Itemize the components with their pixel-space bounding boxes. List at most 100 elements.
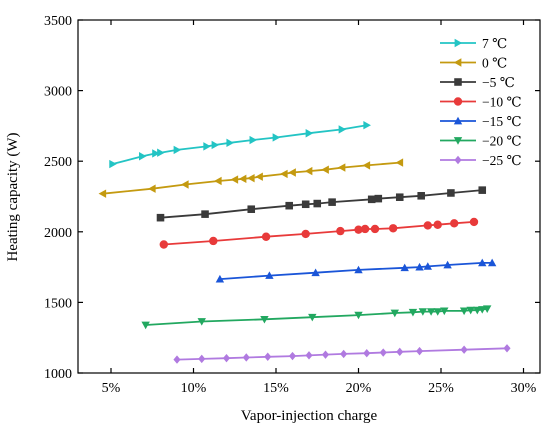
data-point-minus5-c xyxy=(247,205,256,213)
x-tick-label: 15% xyxy=(263,381,289,396)
data-point-minus25-c xyxy=(321,350,330,359)
data-point-minus20-c xyxy=(440,307,449,316)
legend-item-minus5-c: −5 ℃ xyxy=(440,75,515,90)
data-point-minus10-c xyxy=(301,229,310,239)
data-point-minus5-c xyxy=(328,198,336,206)
data-point-7-c xyxy=(138,152,147,161)
data-point-minus5-c xyxy=(374,194,383,203)
data-point-minus10-c xyxy=(209,236,218,246)
axes: 5% 10% 15% 20% 25% 30% 1000 1500 2000 2500 3000 350… xyxy=(44,14,541,396)
data-point-minus25-c xyxy=(222,353,231,363)
legend-marker xyxy=(454,78,462,86)
data-point-minus15-c xyxy=(215,274,225,283)
legend-item-minus20-c: −20 ℃ xyxy=(440,134,522,149)
series-minus20-c xyxy=(141,305,492,330)
legend-marker xyxy=(454,155,462,165)
data-point-minus20-c xyxy=(141,321,150,330)
data-point-0-c xyxy=(255,172,263,181)
data-point-0-c xyxy=(395,158,404,167)
data-point-0-c xyxy=(238,174,247,184)
series-line-7-c xyxy=(112,124,367,165)
data-point-7-c xyxy=(363,120,371,130)
data-point-minus20-c xyxy=(418,308,428,316)
data-point-minus10-c xyxy=(354,225,363,234)
y-axis-label: Heating capacity (W) xyxy=(5,132,21,261)
data-point-minus5-c xyxy=(447,189,455,197)
legend-label: −5 ℃ xyxy=(482,75,515,90)
series-7-c xyxy=(109,120,371,169)
data-point-7-c xyxy=(173,145,182,155)
x-tick-label: 20% xyxy=(346,381,372,396)
legend-label: −15 ℃ xyxy=(482,114,522,129)
data-point-minus25-c xyxy=(288,351,297,361)
data-point-minus20-c xyxy=(260,315,269,324)
legend-label: −20 ℃ xyxy=(482,134,522,149)
legend-label: −25 ℃ xyxy=(482,153,522,168)
legend-label: 7 ℃ xyxy=(482,36,507,51)
y-tick-label: 2000 xyxy=(44,226,72,241)
y-tick-label: 1000 xyxy=(44,367,72,382)
series-line-minus15-c xyxy=(219,261,493,280)
data-point-0-c xyxy=(98,189,107,198)
legend-item-minus15-c: −15 ℃ xyxy=(440,114,522,129)
data-point-minus5-c xyxy=(417,192,425,200)
legend-label: 0 ℃ xyxy=(482,56,507,71)
data-point-minus10-c xyxy=(360,224,370,234)
legend-label: −10 ℃ xyxy=(482,95,522,110)
data-point-0-c xyxy=(337,163,346,172)
data-point-minus20-c xyxy=(433,308,442,316)
data-point-minus10-c xyxy=(469,217,479,227)
data-point-0-c xyxy=(181,180,189,189)
data-point-minus10-c xyxy=(450,219,459,228)
data-point-7-c xyxy=(211,140,220,150)
data-point-minus20-c xyxy=(408,308,418,317)
data-point-minus15-c xyxy=(423,262,432,270)
series-line-minus20-c xyxy=(145,307,488,326)
data-point-minus10-c xyxy=(261,232,271,241)
plot-frame xyxy=(77,19,541,374)
data-point-0-c xyxy=(362,161,371,170)
data-point-minus25-c xyxy=(460,345,468,354)
data-point-minus15-c xyxy=(415,262,424,271)
data-point-minus20-c xyxy=(466,306,475,315)
data-point-minus25-c xyxy=(503,344,511,353)
series-minus10-c xyxy=(159,217,479,249)
data-point-minus20-c xyxy=(459,307,469,316)
data-point-minus15-c xyxy=(400,263,409,272)
y-tick-label: 3500 xyxy=(44,14,72,29)
data-point-0-c xyxy=(148,184,156,193)
data-point-minus25-c xyxy=(173,355,181,364)
data-point-7-c xyxy=(305,129,314,138)
data-point-minus20-c xyxy=(478,306,487,314)
data-point-minus25-c xyxy=(340,349,348,359)
legend-marker xyxy=(453,58,462,67)
data-point-minus15-c xyxy=(487,258,497,267)
data-point-0-c xyxy=(288,168,296,177)
data-point-minus5-c xyxy=(201,210,209,218)
data-point-minus20-c xyxy=(473,306,482,315)
plot-marks xyxy=(98,120,511,364)
data-point-minus10-c xyxy=(370,224,380,234)
series-minus25-c xyxy=(173,344,511,364)
data-point-0-c xyxy=(321,165,329,174)
data-point-minus10-c xyxy=(388,224,398,233)
data-point-minus10-c xyxy=(423,221,432,230)
data-point-7-c xyxy=(152,149,160,158)
data-point-minus15-c xyxy=(265,271,274,279)
data-point-minus25-c xyxy=(305,351,313,360)
data-point-7-c xyxy=(109,159,117,169)
data-point-minus25-c xyxy=(242,353,250,362)
data-point-minus10-c xyxy=(336,226,345,236)
data-point-7-c xyxy=(338,125,347,134)
data-point-0-c xyxy=(280,169,288,179)
data-point-0-c xyxy=(247,173,255,183)
data-point-minus5-c xyxy=(156,213,165,222)
data-point-7-c xyxy=(226,138,234,148)
data-point-minus20-c xyxy=(426,308,436,316)
data-point-minus20-c xyxy=(483,305,492,313)
series-minus5-c xyxy=(156,186,487,222)
series-0-c xyxy=(98,158,404,198)
y-tick-label: 3000 xyxy=(44,85,72,100)
legend-marker xyxy=(453,97,463,106)
data-point-minus15-c xyxy=(311,268,320,277)
